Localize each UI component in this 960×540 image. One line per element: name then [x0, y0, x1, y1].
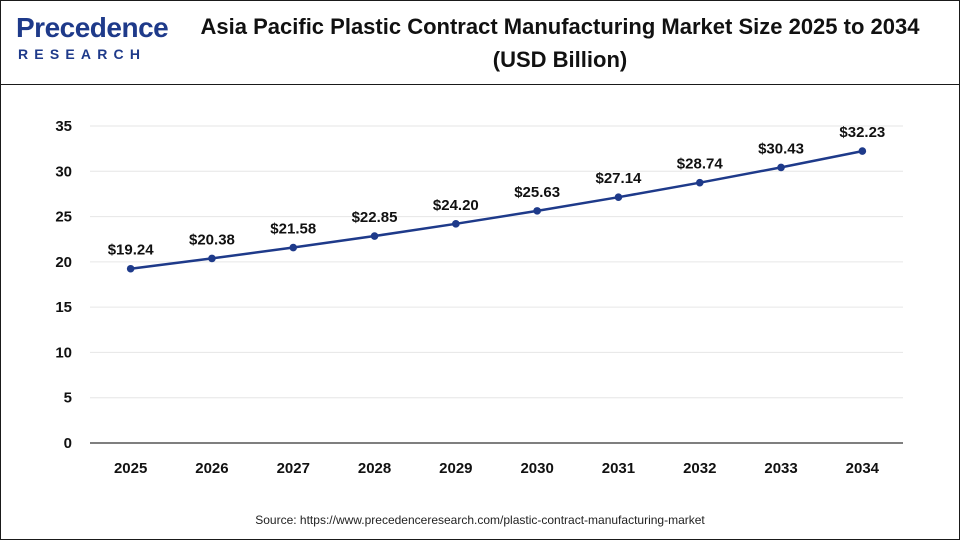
x-tick-label: 2026 [195, 460, 228, 477]
data-label: $28.74 [677, 156, 724, 173]
y-tick-label: 30 [55, 163, 72, 180]
chart-title-line2: (USD Billion) [492, 47, 628, 72]
data-point [126, 264, 135, 273]
data-point [614, 193, 623, 201]
data-point [777, 163, 785, 172]
x-tick-label: 2028 [358, 460, 391, 477]
data-label: $27.14 [596, 170, 643, 187]
y-tick-label: 25 [55, 209, 72, 226]
brand-name: Precedence [16, 12, 169, 43]
data-label: $25.63 [514, 184, 560, 201]
data-label: $20.38 [189, 231, 235, 248]
source-note: Source: https://www.precedenceresearch.c… [255, 513, 705, 527]
x-tick-label: 2031 [602, 460, 635, 477]
data-point [370, 232, 379, 240]
y-tick-label: 0 [64, 435, 72, 452]
y-tick-label: 20 [55, 254, 72, 271]
data-point [289, 243, 298, 252]
chart-title-line1: Asia Pacific Plastic Contract Manufactur… [200, 14, 920, 39]
data-point [208, 254, 216, 263]
brand-logo: Precedence RESEARCH [16, 12, 169, 72]
x-tick-label: 2025 [114, 460, 147, 477]
data-point [695, 178, 704, 187]
x-tick-label: 2029 [439, 460, 472, 477]
data-label: $24.20 [433, 197, 479, 214]
data-label: $22.85 [352, 209, 398, 226]
x-tick-label: 2027 [277, 460, 310, 477]
chart-title: Asia Pacific Plastic Contract Manufactur… [170, 10, 950, 76]
brand-tagline: RESEARCH [18, 46, 147, 62]
data-label: $19.24 [108, 242, 155, 259]
series-line [130, 149, 863, 270]
y-tick-label: 10 [55, 344, 72, 361]
data-point [858, 147, 867, 155]
x-tick-label: 2034 [846, 460, 880, 477]
x-tick-label: 2030 [520, 460, 553, 477]
data-label: $30.43 [758, 140, 804, 157]
y-tick-label: 35 [55, 118, 72, 135]
data-label: $32.23 [839, 124, 885, 141]
y-tick-label: 15 [55, 299, 72, 316]
header: Precedence RESEARCH Asia Pacific Plastic… [0, 0, 960, 85]
x-tick-label: 2033 [764, 460, 797, 477]
data-label: $21.58 [270, 221, 316, 238]
x-tick-label: 2032 [683, 460, 716, 477]
data-point [452, 220, 460, 228]
data-point [533, 207, 541, 215]
y-tick-label: 5 [64, 390, 72, 407]
